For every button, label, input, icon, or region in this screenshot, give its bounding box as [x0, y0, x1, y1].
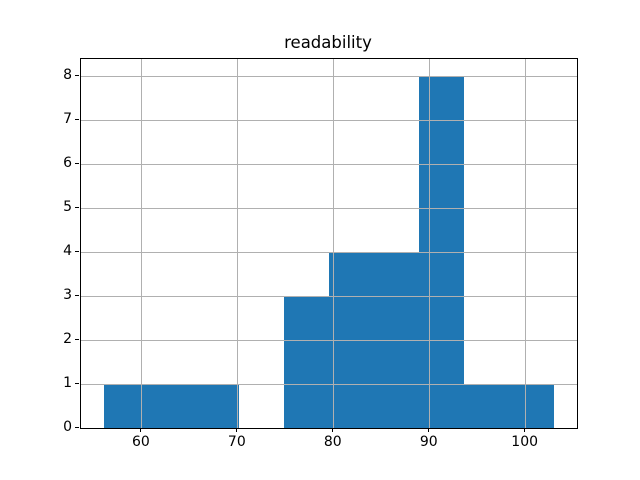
gridline-vertical	[141, 58, 143, 429]
gridline-horizontal	[81, 383, 577, 385]
y-tick-label: 5	[63, 199, 72, 216]
gridline-vertical	[333, 58, 335, 429]
histogram-bar	[464, 384, 510, 429]
gridline-horizontal	[81, 251, 577, 253]
y-tick-label: 7	[63, 111, 72, 128]
gridline-vertical	[237, 58, 239, 429]
x-tick-mark	[140, 428, 142, 433]
x-tick-mark	[236, 428, 238, 433]
x-tick-label: 60	[131, 434, 150, 451]
gridline-horizontal	[81, 295, 577, 297]
y-tick-label: 4	[63, 243, 72, 260]
y-tick-mark	[75, 162, 79, 164]
gridline-horizontal	[81, 119, 577, 121]
x-tick-label: 70	[227, 434, 246, 451]
y-tick-label: 3	[63, 287, 72, 304]
chart-title: readability	[284, 33, 372, 52]
y-tick-mark	[75, 426, 79, 428]
histogram-bar	[509, 384, 555, 429]
histogram-bar	[103, 384, 149, 429]
histogram-bar	[148, 384, 194, 429]
gridline-horizontal	[81, 75, 577, 77]
histogram-bar	[283, 296, 329, 429]
gridline-vertical	[525, 58, 527, 429]
gridline-horizontal	[81, 339, 577, 341]
y-tick-mark	[75, 74, 79, 76]
gridline-horizontal	[81, 207, 577, 209]
y-tick-mark	[75, 294, 79, 296]
gridline-horizontal	[81, 163, 577, 165]
y-tick-mark	[75, 250, 79, 252]
x-tick-mark	[428, 428, 430, 433]
y-tick-label: 8	[63, 67, 72, 84]
y-tick-mark	[75, 382, 79, 384]
y-tick-mark	[75, 118, 79, 120]
x-tick-mark	[524, 428, 526, 433]
gridline-vertical	[429, 58, 431, 429]
y-tick-mark	[75, 206, 79, 208]
histogram-bar	[193, 384, 239, 429]
x-tick-label: 100	[511, 434, 539, 451]
x-tick-label: 90	[419, 434, 438, 451]
y-tick-label: 0	[63, 419, 72, 436]
y-tick-mark	[75, 338, 79, 340]
y-tick-label: 2	[63, 331, 72, 348]
plot-area	[80, 57, 578, 430]
y-tick-label: 1	[63, 375, 72, 392]
x-tick-label: 80	[323, 434, 342, 451]
x-tick-mark	[332, 428, 334, 433]
y-tick-label: 6	[63, 155, 72, 172]
